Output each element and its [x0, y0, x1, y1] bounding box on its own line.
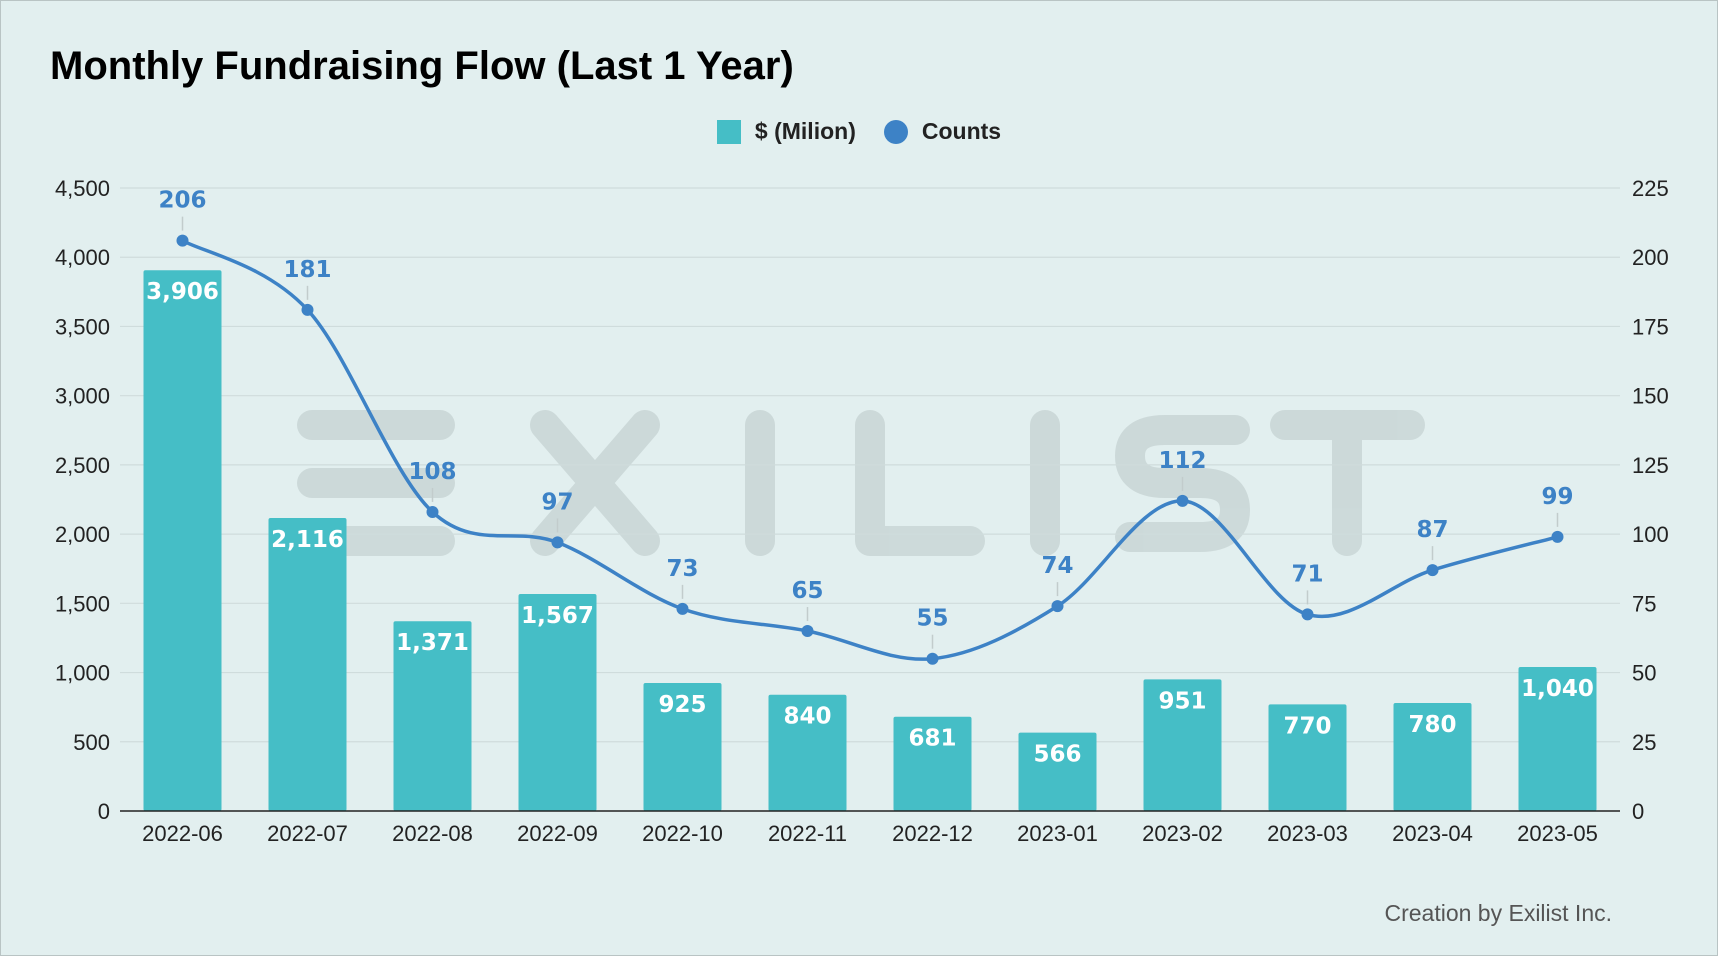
gridlines [120, 187, 1620, 743]
left-tick-label: 1,000 [55, 661, 110, 686]
left-tick-label: 4,500 [55, 176, 110, 201]
point-value-label: 97 [541, 489, 573, 515]
bar-value-label: 951 [1158, 688, 1206, 714]
right-tick-label: 75 [1632, 591, 1656, 616]
right-tick-label: 225 [1632, 176, 1669, 201]
bar [143, 270, 222, 812]
legend-swatch-dot [883, 119, 908, 144]
x-tick-label: 2022-07 [267, 821, 348, 846]
watermark-logo [297, 410, 1425, 556]
left-tick-label: 0 [98, 799, 110, 824]
right-tick-label: 150 [1632, 384, 1669, 409]
credit-text: Creation by Exilist Inc. [1384, 900, 1612, 926]
right-tick-label: 100 [1632, 522, 1669, 547]
x-tick-label: 2023-04 [1392, 821, 1473, 846]
point-value-label: 71 [1291, 561, 1323, 587]
right-tick-label: 25 [1632, 730, 1656, 755]
left-axis-ticks: 0 500 1,000 1,500 2,000 2,500 3,000 3,500 4,000 4… [55, 176, 110, 824]
point-value-label: 99 [1541, 484, 1573, 510]
line-point [676, 602, 689, 615]
x-tick-label: 2022-08 [392, 821, 473, 846]
bar-value-label: 3,906 [146, 279, 219, 305]
line-point [801, 625, 814, 638]
bar [518, 594, 597, 811]
x-tick-label: 2022-06 [142, 821, 223, 846]
point-value-label: 108 [408, 459, 456, 485]
left-tick-label: 500 [73, 730, 110, 755]
legend: $ (Milion) Counts [0, 118, 1718, 145]
right-tick-label: 50 [1632, 661, 1656, 686]
x-axis-ticks: 2022-06 2022-07 2022-08 2022-09 2022-10 2022-… [120, 810, 1620, 846]
left-tick-label: 3,500 [55, 314, 110, 339]
x-tick-label: 2022-10 [642, 821, 723, 846]
bar [768, 694, 847, 811]
point-value-label: 74 [1041, 553, 1073, 579]
bar [643, 682, 722, 811]
x-tick-label: 2023-03 [1267, 821, 1348, 846]
point-value-label: 112 [1158, 448, 1206, 474]
bar-value-label: 2,116 [271, 527, 344, 553]
right-tick-label: 175 [1632, 314, 1669, 339]
bar-series: 3,906 2,116 1,371 1,567 925 840 681 566 951 770 78… [143, 270, 1597, 812]
line-series: 206 181 108 97 73 65 55 74 112 71 87 99 [158, 188, 1574, 665]
line-point [1426, 564, 1439, 577]
legend-label-amount: $ (Milion) [754, 118, 856, 144]
line-point [176, 234, 189, 247]
line-point [551, 536, 564, 549]
line-point [1176, 494, 1189, 507]
bar-value-label: 840 [783, 704, 831, 730]
bar [268, 518, 347, 811]
line-point [926, 652, 939, 665]
bar [393, 621, 472, 811]
chart-title: Monthly Fundraising Flow (Last 1 Year) [50, 44, 794, 88]
right-axis-ticks: 0 25 50 75 100 125 150 175 200 225 [1632, 176, 1669, 824]
x-tick-label: 2023-05 [1517, 821, 1598, 846]
bar-value-label: 770 [1283, 713, 1331, 739]
left-tick-label: 4,000 [55, 245, 110, 270]
bar-value-label: 681 [908, 726, 956, 752]
legend-item-counts: Counts [883, 118, 1002, 145]
x-tick-label: 2022-12 [892, 821, 973, 846]
point-value-label: 73 [666, 556, 698, 582]
point-value-label: 87 [1416, 517, 1448, 543]
legend-item-amount: $ (Milion) [716, 118, 856, 145]
bar-value-label: 1,371 [396, 630, 469, 656]
bar-value-label: 1,040 [1521, 676, 1594, 702]
line-point [1551, 530, 1564, 543]
right-tick-label: 125 [1632, 453, 1669, 478]
line-point [301, 303, 314, 316]
x-tick-label: 2022-11 [768, 821, 847, 846]
point-value-label: 206 [158, 188, 206, 214]
bar-value-label: 566 [1033, 742, 1081, 768]
bar-value-label: 925 [658, 692, 706, 718]
bar [1143, 679, 1222, 811]
bar [893, 716, 972, 811]
legend-label-counts: Counts [921, 118, 1002, 144]
point-value-label: 55 [916, 606, 948, 632]
bar [1268, 704, 1347, 811]
left-tick-label: 2,500 [55, 453, 110, 478]
left-tick-label: 1,500 [55, 591, 110, 616]
bar [1018, 732, 1097, 811]
line-point [426, 505, 439, 518]
line-point [1301, 608, 1314, 621]
bar [1393, 703, 1472, 811]
right-tick-label: 0 [1632, 799, 1644, 824]
left-tick-label: 2,000 [55, 522, 110, 547]
line-point [1051, 600, 1064, 613]
legend-swatch-bar [716, 119, 741, 144]
left-tick-label: 3,000 [55, 384, 110, 409]
bar-value-label: 780 [1408, 712, 1456, 738]
x-tick-label: 2022-09 [517, 821, 598, 846]
bar-value-label: 1,567 [521, 603, 594, 629]
point-value-label: 65 [791, 578, 823, 604]
right-tick-label: 200 [1632, 245, 1669, 270]
x-tick-label: 2023-01 [1017, 821, 1098, 846]
point-value-label: 181 [283, 257, 331, 283]
bar [1518, 667, 1597, 811]
x-tick-label: 2023-02 [1142, 821, 1223, 846]
